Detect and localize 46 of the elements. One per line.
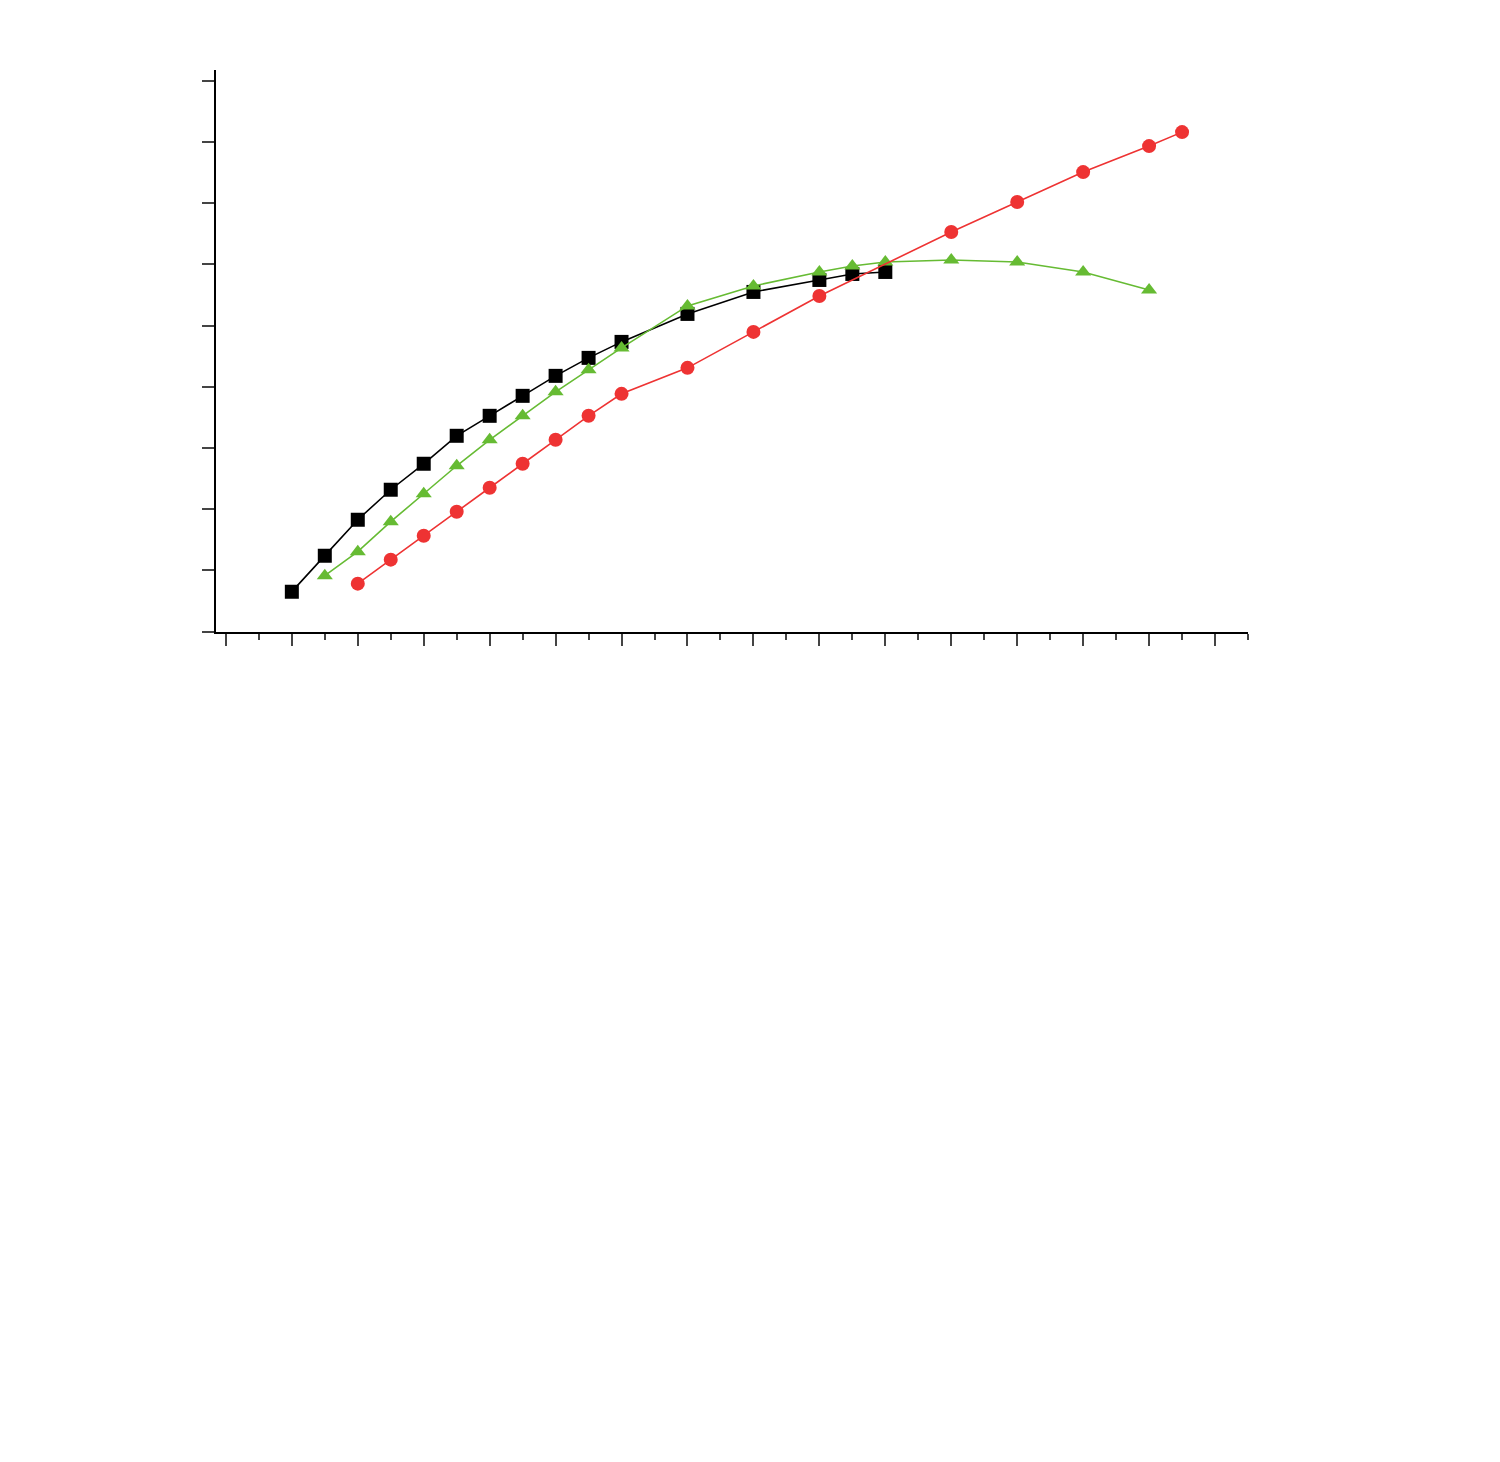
point bbox=[481, 432, 498, 444]
point bbox=[317, 548, 332, 563]
point bbox=[482, 408, 497, 423]
point bbox=[1010, 195, 1025, 210]
point bbox=[745, 278, 762, 290]
point bbox=[416, 528, 431, 543]
point bbox=[943, 252, 960, 264]
point bbox=[548, 432, 563, 447]
point bbox=[1175, 125, 1190, 140]
point bbox=[680, 360, 695, 375]
point bbox=[448, 458, 465, 470]
point bbox=[449, 428, 464, 443]
point bbox=[812, 288, 827, 303]
point bbox=[844, 258, 861, 270]
point bbox=[1075, 264, 1092, 276]
point bbox=[349, 544, 366, 556]
point bbox=[614, 386, 629, 401]
point bbox=[811, 264, 828, 276]
point bbox=[1142, 139, 1157, 154]
point bbox=[515, 388, 530, 403]
point bbox=[613, 340, 630, 352]
point bbox=[383, 552, 398, 567]
point bbox=[350, 512, 365, 527]
point bbox=[1076, 165, 1091, 180]
point bbox=[679, 298, 696, 310]
point bbox=[580, 362, 597, 374]
point bbox=[1009, 254, 1026, 266]
point bbox=[415, 486, 432, 498]
point bbox=[547, 384, 564, 396]
point bbox=[581, 350, 596, 365]
point bbox=[515, 456, 530, 471]
point bbox=[316, 568, 333, 580]
point bbox=[944, 225, 959, 239]
point bbox=[482, 480, 497, 495]
point bbox=[548, 368, 563, 383]
point bbox=[581, 408, 596, 423]
point bbox=[746, 324, 761, 339]
point bbox=[383, 482, 398, 497]
point bbox=[382, 514, 399, 526]
point bbox=[350, 576, 365, 591]
point bbox=[1141, 282, 1158, 294]
point bbox=[514, 408, 531, 420]
point bbox=[284, 584, 299, 599]
point bbox=[878, 264, 893, 279]
point bbox=[449, 504, 464, 519]
point bbox=[416, 456, 431, 471]
